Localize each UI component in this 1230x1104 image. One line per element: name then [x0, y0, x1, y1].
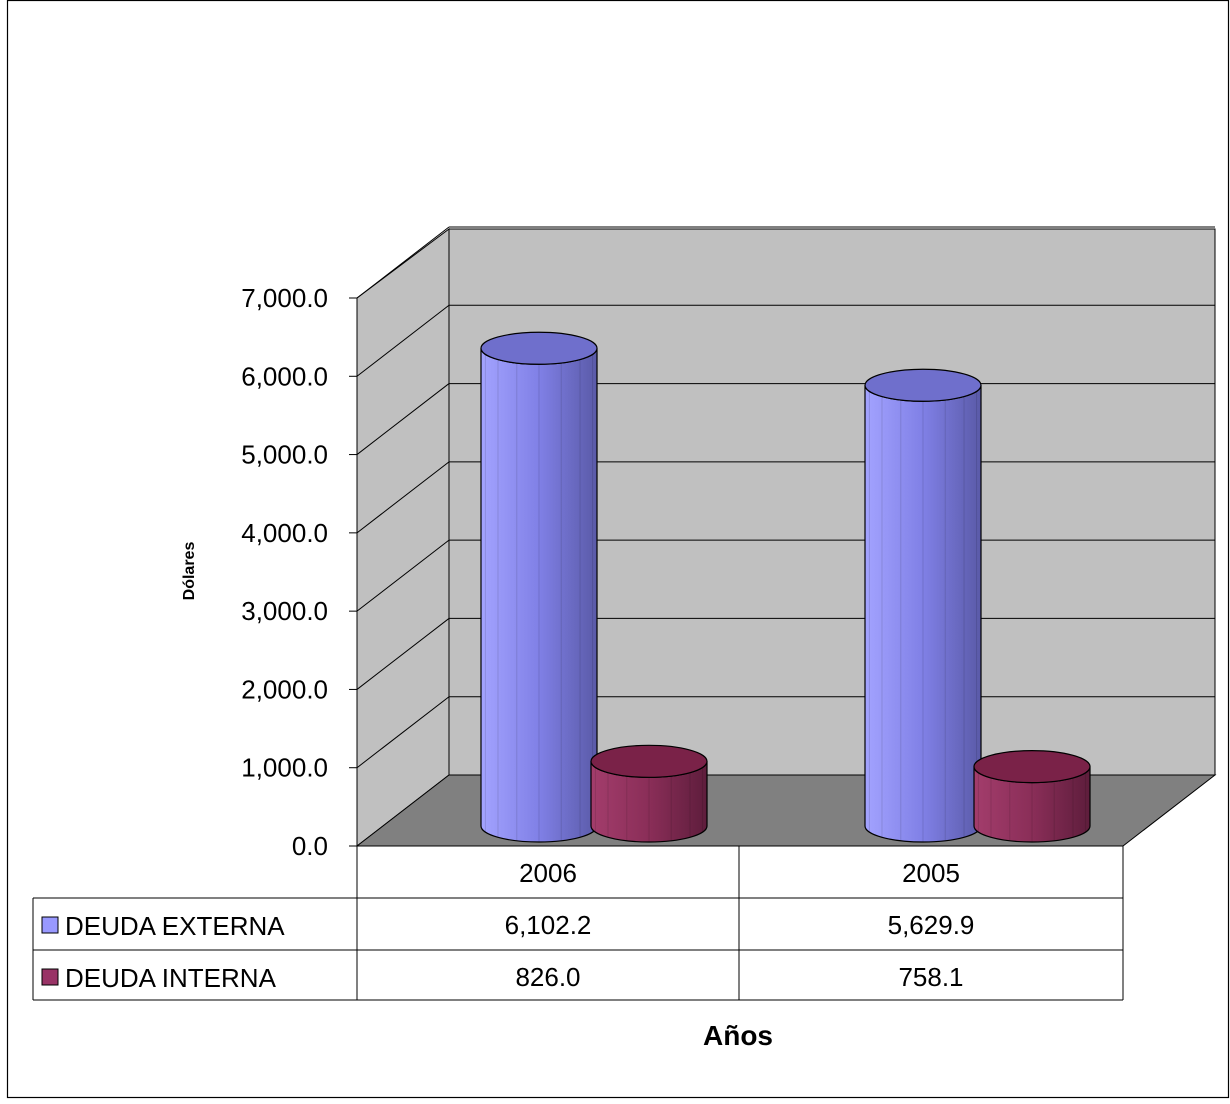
y-axis-title: Dólares — [181, 542, 198, 601]
legend-swatch — [41, 968, 59, 986]
y-tick-label: 1,000.0 — [241, 753, 328, 783]
y-tick-label: 3,000.0 — [241, 596, 328, 626]
x-axis-title: Años — [703, 1020, 773, 1051]
gridline-diagonal — [356, 618, 450, 690]
table-header-year: 2006 — [519, 858, 577, 888]
side-wall — [356, 228, 450, 848]
gridline-diagonal — [356, 696, 450, 769]
legend-swatch — [41, 916, 59, 934]
gridline-diagonal — [356, 461, 450, 534]
bar-deuda-externa-2006 — [480, 331, 598, 843]
gridline-diagonal — [356, 539, 450, 612]
table-value: 6,102.2 — [505, 910, 592, 940]
bar-top — [480, 331, 598, 365]
gridline-diagonal — [356, 304, 450, 377]
y-axis: 0.0 1,000.0 2,000.0 3,000.0 4,000.0 5,000.0 6,… — [241, 283, 358, 861]
bar-deuda-interna-2006 — [590, 744, 708, 843]
bar-top — [864, 368, 982, 402]
data-table: 2006 2005 DEUDA EXTERNA 6,102.2 5,629.9 DEUDA… — [32, 845, 1124, 1001]
y-tick-label: 4,000.0 — [241, 518, 328, 548]
bar-deuda-externa-2005 — [864, 368, 982, 843]
bars — [480, 331, 1091, 843]
bar-deuda-interna-2005 — [973, 750, 1091, 843]
y-tick-label: 2,000.0 — [241, 674, 328, 704]
gridline-diagonal — [356, 226, 450, 299]
y-tick-label: 7,000.0 — [241, 283, 328, 313]
table-value: 826.0 — [515, 962, 580, 992]
y-tick-label: 6,000.0 — [241, 361, 328, 391]
bar-top — [973, 750, 1091, 784]
legend-label: DEUDA INTERNA — [65, 963, 277, 993]
y-tick-label: 5,000.0 — [241, 440, 328, 470]
table-value: 758.1 — [898, 962, 963, 992]
gridline-diagonal — [356, 383, 450, 455]
table-value: 5,629.9 — [888, 910, 975, 940]
legend-label: DEUDA EXTERNA — [65, 911, 285, 941]
table-header-year: 2005 — [902, 858, 960, 888]
y-tick-label: 0.0 — [292, 831, 328, 861]
bar-top — [590, 744, 708, 778]
